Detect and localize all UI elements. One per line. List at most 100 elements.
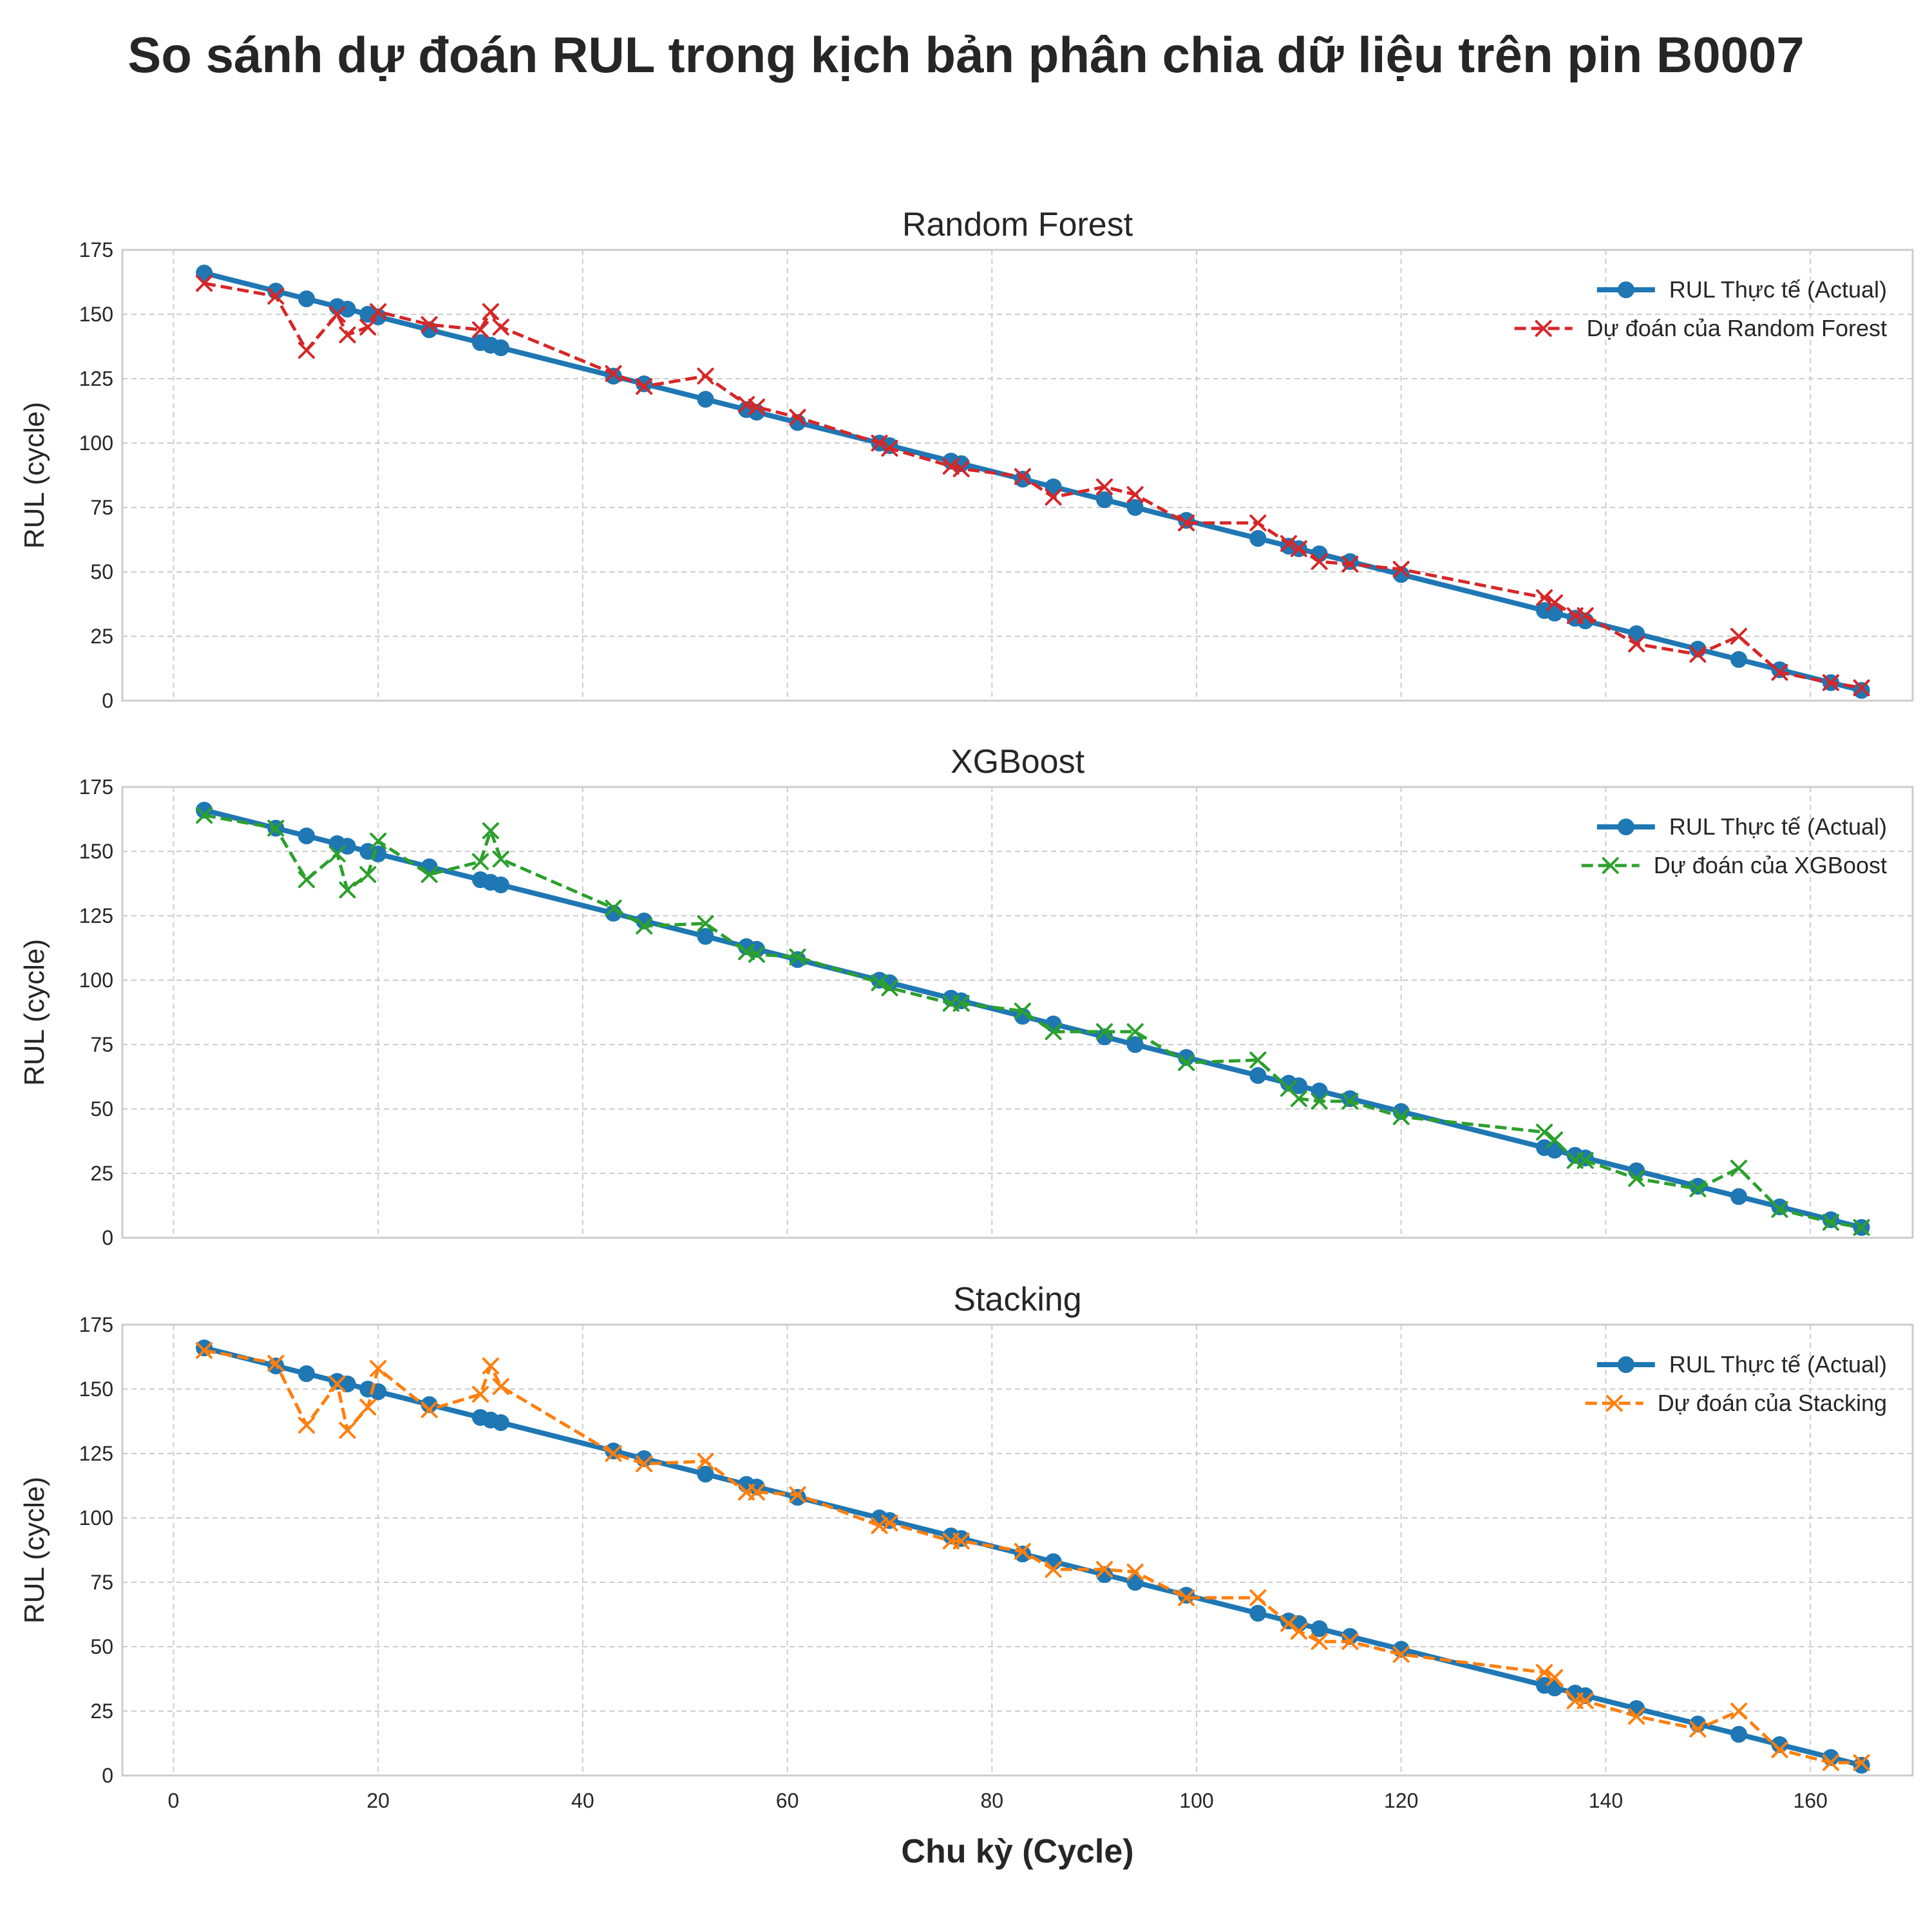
prediction-point (1536, 589, 1553, 606)
prediction-point (1290, 1090, 1307, 1107)
y-tick-label: 175 (79, 1313, 113, 1336)
prediction-point (1392, 1108, 1410, 1125)
prediction-point (1045, 1561, 1062, 1578)
legend-marker (1535, 320, 1552, 337)
data-point (1546, 1142, 1563, 1159)
prediction-point (1730, 628, 1747, 645)
prediction-point (421, 1401, 438, 1418)
prediction-point (697, 1453, 714, 1470)
prediction-point (298, 871, 315, 888)
prediction-point (196, 275, 213, 292)
prediction-point (636, 378, 653, 395)
prediction-point (492, 319, 509, 336)
prediction-point (1126, 1564, 1144, 1580)
y-tick-label: 0 (102, 689, 113, 712)
data-point (1311, 1083, 1328, 1099)
data-point (1628, 625, 1645, 642)
data-point (1546, 605, 1563, 621)
prediction-point (748, 1484, 765, 1501)
prediction-point (1096, 1023, 1113, 1040)
prediction-point (871, 974, 888, 991)
prediction-point (1341, 556, 1359, 573)
data-point (492, 1414, 509, 1431)
prediction-point (1045, 1023, 1062, 1040)
figure-title: So sánh dự đoán RUL trong kịch bản phân … (128, 26, 1804, 83)
prediction-point (328, 846, 346, 862)
prediction-point (1546, 594, 1563, 611)
x-tick-label: 120 (1384, 1789, 1418, 1812)
series-line (204, 1349, 1862, 1765)
y-tick-label: 0 (102, 1764, 113, 1787)
prediction-point (1392, 561, 1410, 578)
series-prediction (196, 807, 1870, 1236)
y-axis-label: RUL (cycle) (19, 402, 50, 549)
series-prediction (196, 275, 1870, 696)
x-tick-label: 160 (1793, 1789, 1827, 1812)
prediction-point (1178, 1589, 1195, 1606)
prediction-point (1249, 1052, 1267, 1068)
prediction-point (1311, 1093, 1328, 1110)
panel-2: 0 25 50 75 100 125 150 175 XGBoost RUL (cycle) RUL… (19, 743, 1914, 1249)
prediction-point (267, 288, 285, 305)
prediction-point (1290, 540, 1307, 557)
panel-title: Random Forest (902, 206, 1133, 243)
legend-label: Dự đoán của XGBoost (1654, 852, 1887, 878)
prediction-point (1290, 1623, 1307, 1640)
prediction-point (339, 882, 356, 898)
prediction-point (1341, 1093, 1359, 1110)
prediction-point (1014, 468, 1031, 485)
x-tick-label: 0 (168, 1789, 180, 1812)
data-point (605, 1443, 622, 1459)
y-tick-label: 100 (79, 431, 113, 455)
data-point (1126, 1036, 1144, 1053)
data-point (298, 828, 315, 844)
prediction-point (1771, 1741, 1788, 1758)
prediction-point (1546, 1669, 1563, 1686)
data-point (492, 339, 509, 356)
prediction-point (789, 409, 806, 426)
y-tick-label: 50 (90, 1635, 113, 1658)
prediction-point (605, 1445, 622, 1462)
prediction-point (881, 1515, 898, 1531)
data-point (1392, 566, 1410, 583)
data-point (1853, 1757, 1870, 1774)
y-tick-label: 50 (90, 1097, 113, 1121)
data-point (1730, 1726, 1747, 1743)
prediction-point (421, 866, 438, 883)
prediction-point (952, 460, 970, 477)
series-prediction (196, 1342, 1870, 1771)
y-tick-label: 100 (79, 969, 113, 992)
prediction-point (1822, 1754, 1839, 1771)
y-tick-label: 125 (79, 1442, 113, 1465)
prediction-point (196, 807, 213, 824)
data-point (1628, 1162, 1645, 1179)
x-tick-label: 20 (366, 1789, 390, 1812)
prediction-point (1126, 1023, 1144, 1040)
prediction-point (1392, 1646, 1410, 1663)
prediction-point (1280, 535, 1297, 552)
y-tick-label: 150 (79, 840, 113, 863)
prediction-point (196, 1342, 213, 1359)
prediction-point (1628, 636, 1645, 652)
prediction-point (1730, 1703, 1747, 1719)
prediction-point (789, 949, 806, 965)
prediction-point (697, 368, 714, 384)
y-axis-label: RUL (cycle) (19, 939, 50, 1086)
prediction-point (636, 1455, 653, 1472)
prediction-point (359, 319, 377, 336)
panel-1: 0 25 50 75 100 125 150 175 Random Forest RUL (cyc… (19, 206, 1914, 712)
data-point (1126, 1574, 1144, 1591)
legend-label: RUL Thực tế (Actual) (1669, 1351, 1887, 1378)
prediction-point (472, 853, 489, 870)
prediction-point (1577, 607, 1594, 624)
prediction-point (952, 995, 970, 1012)
legend-marker (1617, 281, 1634, 298)
data-point (1771, 661, 1788, 678)
prediction-point (1689, 1180, 1707, 1197)
prediction-point (1730, 1160, 1747, 1177)
y-tick-label: 25 (90, 625, 113, 648)
prediction-point (1014, 1543, 1031, 1560)
data-point (1771, 1736, 1788, 1753)
prediction-point (298, 1417, 315, 1434)
prediction-point (359, 1399, 377, 1416)
